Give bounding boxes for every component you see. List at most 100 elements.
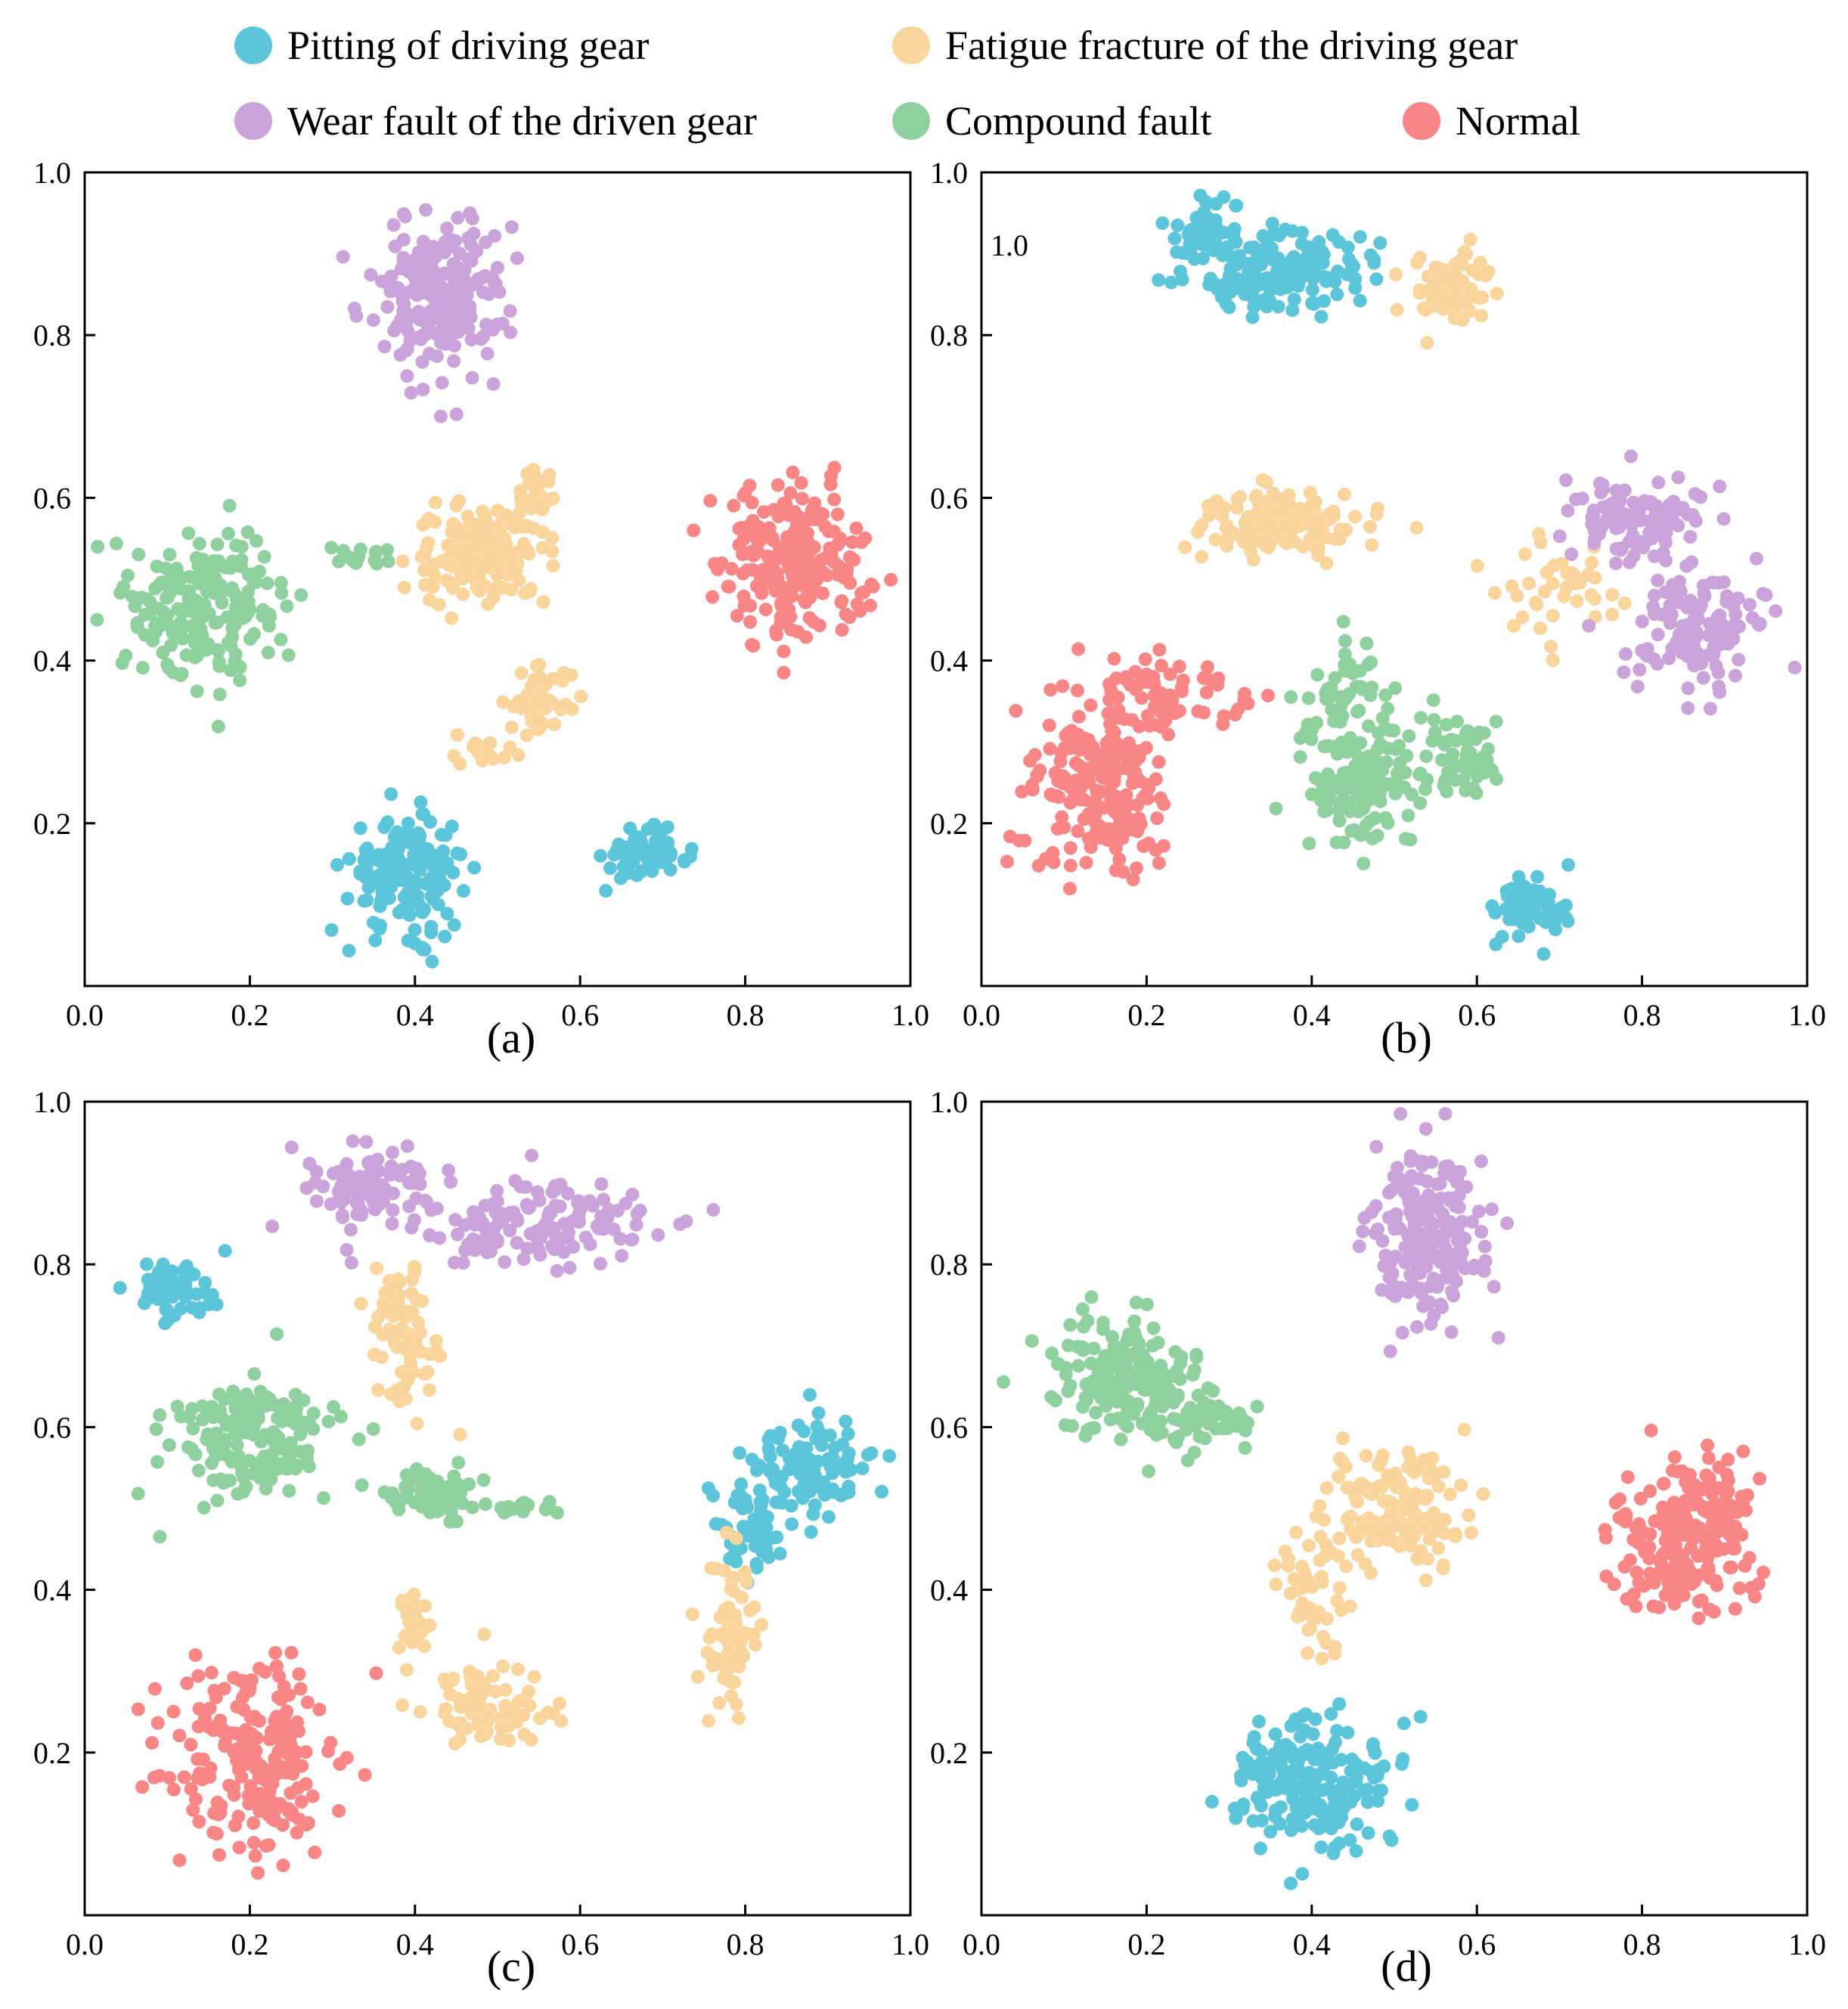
scatter-point <box>594 1177 609 1191</box>
scatter-point <box>1407 1223 1422 1236</box>
scatter-point <box>1357 801 1371 816</box>
legend: Pitting of driving gear Fatigue fracture… <box>0 0 1848 151</box>
scatter-point <box>1398 1240 1412 1254</box>
scatter-point <box>835 594 849 608</box>
scatter-point <box>498 751 512 764</box>
scatter-point <box>353 867 367 881</box>
scatter-point <box>1353 293 1367 308</box>
scatter-point <box>864 598 877 612</box>
scatter-point <box>428 298 442 312</box>
scatter-point <box>261 1429 275 1443</box>
scatter-point <box>1437 737 1452 752</box>
scatter-point <box>1313 1553 1327 1567</box>
scatter-point <box>831 558 845 572</box>
scatter-point <box>198 1276 212 1290</box>
scatter-point <box>1638 494 1652 508</box>
scatter-point <box>1433 277 1447 292</box>
scatter-point <box>1694 1481 1708 1496</box>
scatter-point <box>843 576 857 591</box>
scatter-point <box>730 1639 744 1654</box>
scatter-point <box>1719 1487 1733 1502</box>
scatter-point <box>1289 1525 1304 1539</box>
scatter-point <box>842 1446 856 1461</box>
scatter-point <box>684 842 699 856</box>
scatter-point <box>257 550 271 564</box>
scatter-point <box>1076 1343 1090 1357</box>
scatter-point <box>1308 770 1322 785</box>
scatter-point <box>1656 1477 1670 1491</box>
scatter-point <box>1087 1384 1101 1399</box>
scatter-point <box>1633 1492 1648 1505</box>
scatter-point <box>437 878 451 892</box>
scatter-point <box>526 684 540 699</box>
scatter-point <box>1143 718 1157 733</box>
scatter-point <box>445 819 459 833</box>
scatter-point <box>804 1470 818 1484</box>
scatter-point <box>392 860 407 874</box>
y-tick-label: 0.8 <box>930 318 968 352</box>
scatter-point <box>1373 794 1388 808</box>
scatter-point <box>109 536 123 550</box>
scatter-point <box>1000 854 1014 869</box>
scatter-point <box>135 1780 150 1794</box>
scatter-point <box>1682 641 1695 656</box>
scatter-point <box>274 1441 288 1456</box>
scatter-point <box>327 1400 341 1414</box>
scatter-point <box>398 1310 413 1325</box>
scatter-point <box>864 1446 879 1460</box>
scatter-point <box>401 1373 415 1387</box>
y-tick-label: 1.0 <box>930 1085 968 1119</box>
scatter-point <box>807 504 821 518</box>
scatter-point <box>1172 659 1186 674</box>
scatter-point <box>1422 1471 1436 1486</box>
scatter-point <box>294 1445 309 1459</box>
scatter-point <box>1414 711 1428 725</box>
scatter-point <box>247 1367 262 1381</box>
x-tick-label: 0.2 <box>1127 998 1165 1032</box>
scatter-point <box>1757 1565 1771 1580</box>
scatter-point <box>773 1479 787 1493</box>
scatter-point <box>433 862 448 876</box>
scatter-point <box>274 586 289 600</box>
scatter-point <box>777 665 791 680</box>
scatter-points <box>113 1134 897 1880</box>
scatter-point <box>1374 1516 1388 1530</box>
scatter-point <box>1195 518 1209 532</box>
scatter-point <box>1211 282 1224 296</box>
scatter-point <box>1274 266 1288 281</box>
scatter-point <box>206 1410 221 1425</box>
scatter-point <box>451 1227 465 1242</box>
scatter-point <box>798 630 813 644</box>
scatter-point <box>1742 1551 1757 1565</box>
scatter-point <box>1375 711 1390 725</box>
scatter-point <box>172 1728 187 1743</box>
scatter-point <box>1437 1465 1451 1479</box>
scatter-point <box>1436 1232 1450 1247</box>
scatter-point <box>771 510 786 523</box>
scatter-point <box>1419 1122 1433 1136</box>
scatter-point <box>1570 594 1584 609</box>
scatter-point <box>1712 1460 1726 1474</box>
scatter-point <box>392 284 407 299</box>
scatter-point <box>1617 665 1631 679</box>
scatter-point <box>1168 1345 1183 1359</box>
scatter-point <box>1071 1359 1086 1373</box>
scatter-point <box>1381 816 1395 830</box>
panel-label: (a) <box>487 1013 535 1062</box>
scatter-point <box>188 618 202 632</box>
scatter-point <box>229 538 243 553</box>
scatter-point <box>424 272 439 287</box>
scatter-point <box>186 1803 200 1817</box>
panel-label: (b) <box>1381 1013 1432 1062</box>
scatter-point <box>447 749 461 763</box>
scatter-point <box>1315 1783 1329 1797</box>
scatter-point <box>355 1478 369 1493</box>
scatter-point <box>1730 1505 1744 1520</box>
scatter-point <box>556 674 569 688</box>
scatter-point <box>516 537 531 551</box>
scatter-point <box>1422 1194 1436 1208</box>
scatter-point <box>1397 1716 1411 1731</box>
scatter-point <box>1470 559 1484 573</box>
scatter-point <box>735 1590 749 1604</box>
scatter-point <box>814 566 829 581</box>
